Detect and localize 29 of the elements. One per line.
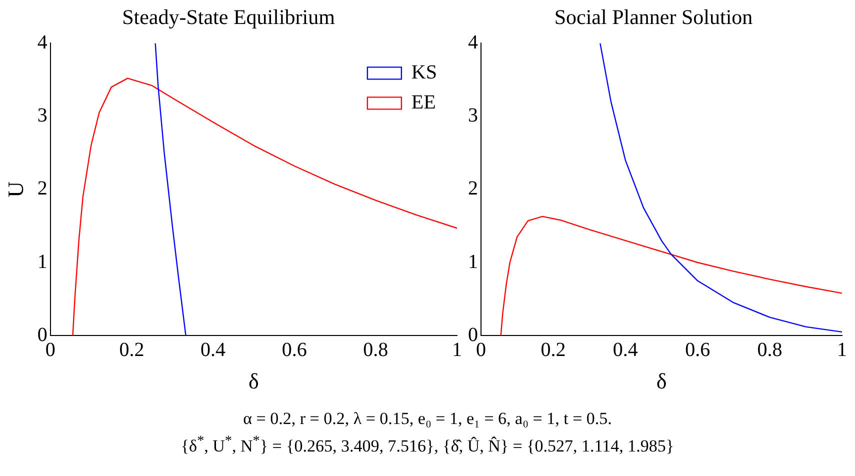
x-tick-label: 0.2	[119, 338, 144, 361]
x-axis-title: δ	[248, 368, 259, 394]
x-tick-label: 0.4	[200, 338, 226, 361]
y-tick-label: 0	[468, 324, 478, 346]
x-tick-label: 1	[837, 338, 847, 361]
chart-title: Steady-State Equilibrium	[122, 5, 335, 30]
y-tick-label: 1	[468, 250, 478, 273]
y-tick-label: 3	[37, 104, 48, 127]
y-tick-label: 1	[37, 250, 48, 273]
text: α = 0.2, r = 0.2, λ = 0.15, e₀ = 1, e₁ = 6, a₀ = 1, t = 0.5.	[242, 408, 613, 430]
y-tick-label: 3	[468, 104, 478, 127]
y-tick-label: 2	[468, 178, 478, 200]
legend-label: EE	[411, 91, 436, 114]
x-tick-label: 0.6	[282, 338, 307, 361]
x-tick-label: 0.2	[540, 338, 566, 361]
y-tick-label: 4	[468, 31, 478, 54]
x-tick-label: 0.8	[363, 338, 388, 361]
x-tick-label: 0.6	[685, 338, 710, 361]
x-tick-label: 0.8	[757, 338, 782, 361]
y-tick-label: 0	[37, 324, 48, 346]
legend-label: KS	[411, 61, 438, 84]
x-tick-label: 1	[452, 338, 462, 361]
x-axis-title: δ	[656, 368, 667, 394]
x-tick-label: 0.4	[612, 338, 638, 361]
text: {δ$^{*}$, U$^{*}$, N$^{*}$} = {0.265, 3.409, 7.516}, {δ̂, Û, N̂} = {0.527, 1.114, 1.985}	[180, 432, 676, 458]
y-tick-label: 4	[37, 31, 48, 54]
chart-title: Social Planner Solution	[554, 5, 754, 30]
y-tick-label: 2	[37, 178, 48, 200]
y-axis-title: U	[2, 181, 28, 198]
